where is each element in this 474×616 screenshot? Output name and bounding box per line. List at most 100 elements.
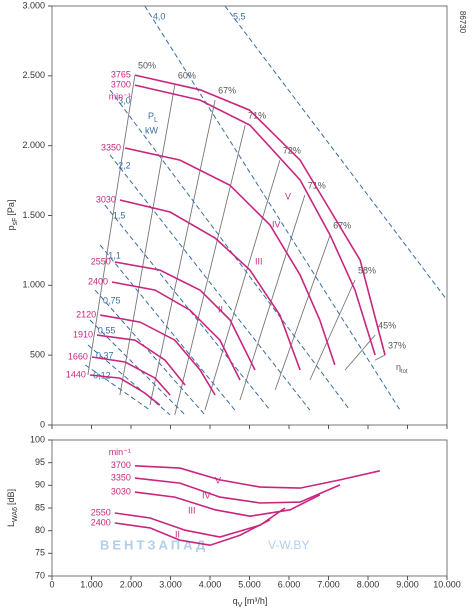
- curve-numeral: II: [218, 304, 223, 314]
- x-tick-label: 4.000: [199, 579, 222, 589]
- efficiency-value: 67%: [333, 220, 351, 230]
- power-value: 0,37: [96, 350, 114, 360]
- x-axis-title: qV [m³/h]: [233, 596, 268, 608]
- x-tick-label: 6.000: [278, 579, 301, 589]
- power-line: [89, 319, 186, 416]
- speed-label: 1660: [68, 351, 88, 361]
- y-tick-label: 90: [35, 480, 45, 490]
- power-line: [224, 6, 447, 301]
- curve-numeral: II: [175, 529, 180, 539]
- speed-label: 3700: [111, 79, 131, 89]
- curve-numeral: III: [255, 256, 263, 266]
- efficiency-line: [274, 234, 331, 391]
- power-value: 0,12: [93, 370, 111, 380]
- y-title-sub: sF: [12, 218, 19, 226]
- x-tick-label: 5.000: [238, 579, 261, 589]
- y-tick-label: 85: [35, 502, 45, 512]
- y-axis-title: psF [Pa]: [6, 200, 18, 231]
- power-line: [104, 204, 271, 411]
- y-title-unit: [dB]: [6, 489, 16, 505]
- efficiency-value: 71%: [248, 111, 266, 121]
- x-tick-label: 10.000: [433, 579, 461, 589]
- speed-label: 2400: [88, 276, 108, 286]
- curve-numeral: IV: [202, 490, 211, 500]
- speed-curve: [134, 477, 341, 504]
- power-value: 4,0: [153, 11, 166, 21]
- x-tick-label: 0: [49, 579, 54, 589]
- speed-curve: [134, 491, 321, 518]
- efficiency-value: 60%: [178, 70, 196, 80]
- speed-label: 2550: [91, 256, 111, 266]
- speed-curve: [124, 147, 336, 366]
- figure-code: 86730: [458, 11, 467, 34]
- efficiency-value: 45%: [378, 320, 396, 330]
- x-tick-label: 7.000: [317, 579, 340, 589]
- y-tick-label: 0: [40, 419, 45, 429]
- speed-label: 3765: [111, 70, 131, 80]
- speed-label: 2120: [76, 309, 96, 319]
- efficiency-value: 71%: [308, 180, 326, 190]
- y-tick-label: 75: [35, 548, 45, 558]
- power-symbol: P: [148, 111, 154, 121]
- power-value: 5,5: [233, 11, 246, 21]
- y-tick-label: 3.000: [22, 0, 45, 10]
- speed-curve: [111, 281, 241, 381]
- efficiency-label: ηtot: [396, 362, 408, 374]
- power-unit: kW: [145, 125, 159, 135]
- speed-label: 3030: [96, 194, 116, 204]
- efficiency-value: 67%: [218, 86, 236, 96]
- curve-numeral: V: [285, 191, 291, 201]
- power-value: 1,1: [108, 250, 121, 260]
- speed-label: 1440: [66, 369, 86, 379]
- y-tick-label: 500: [30, 350, 45, 360]
- speed-curve: [114, 261, 256, 371]
- y-tick-label: 70: [35, 570, 45, 580]
- x-tick-label: 2.000: [120, 579, 143, 589]
- y-tick-label: 2.000: [22, 140, 45, 150]
- y-tick-label: 1.500: [22, 210, 45, 220]
- speed-label: 3350: [111, 472, 131, 482]
- speed-label: 1910: [73, 329, 93, 339]
- speed-curve: [114, 519, 271, 547]
- power-line: [109, 154, 311, 411]
- speed-curve: [134, 74, 386, 356]
- curve-numeral: III: [188, 505, 196, 515]
- curve-numeral: V: [215, 475, 221, 485]
- speed-curve: [114, 507, 286, 538]
- watermark: V-W.BY: [268, 538, 309, 552]
- speed-unit: min⁻¹: [109, 91, 131, 101]
- curve-numeral: IV: [272, 219, 281, 229]
- y-title-unit: [Pa]: [6, 200, 16, 216]
- x-title-symbol: q: [233, 596, 238, 606]
- efficiency-line: [119, 85, 176, 396]
- speed-curve: [134, 465, 380, 489]
- x-tick-label: 8.000: [357, 579, 380, 589]
- speed-label: 3350: [101, 142, 121, 152]
- power-sub: L: [154, 117, 158, 124]
- y-tick-label: 80: [35, 525, 45, 535]
- speed-label: 2400: [91, 517, 111, 527]
- efficiency-line: [87, 75, 136, 376]
- x-tick-label: 9.000: [396, 579, 419, 589]
- power-line: [99, 244, 236, 411]
- efficiency-value: 37%: [388, 340, 406, 350]
- y-title-symbol: p: [6, 225, 16, 230]
- speed-curve: [119, 199, 301, 371]
- speed-label: 3700: [111, 460, 131, 470]
- speed-unit: min⁻¹: [109, 447, 131, 457]
- y-tick-label: 100: [30, 434, 45, 444]
- power-value: 1,5: [113, 210, 126, 220]
- y-title-symbol: L: [6, 522, 16, 527]
- y-tick-label: 2.500: [22, 70, 45, 80]
- power-value: 0,55: [98, 325, 116, 335]
- efficiency-sub: tot: [401, 369, 408, 375]
- power-value: 2,2: [118, 160, 131, 170]
- y-title-sub: WA6: [12, 507, 19, 522]
- y-tick-label: 95: [35, 457, 45, 467]
- efficiency-value: 58%: [358, 265, 376, 275]
- x-tick-label: 3.000: [159, 579, 182, 589]
- speed-curve: [134, 84, 376, 356]
- y2-axis-title: LWA6 [dB]: [6, 489, 18, 527]
- power-line: [94, 289, 206, 416]
